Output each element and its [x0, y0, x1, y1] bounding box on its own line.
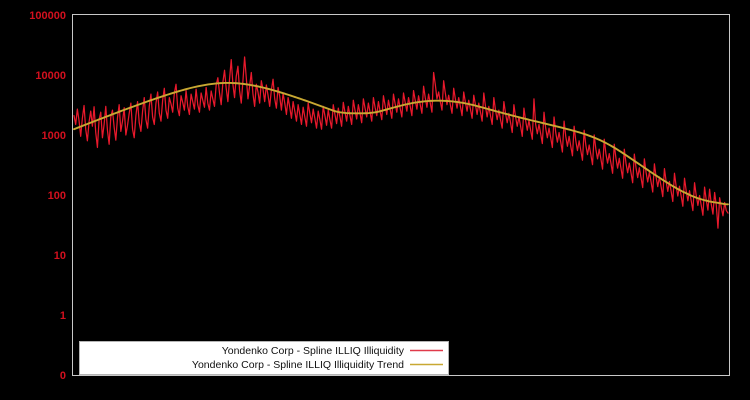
y-axis-tick-10000: 10000: [35, 70, 66, 82]
y-axis-tick-1: 1: [60, 310, 66, 322]
legend-background: [79, 341, 449, 375]
y-axis-tick-10: 10: [54, 250, 66, 262]
data-series-group: [73, 56, 729, 229]
plot-frame-border: [72, 14, 730, 376]
y-axis-tick-1000: 1000: [42, 130, 66, 142]
series-line-illiquidity: [73, 56, 729, 229]
series-line-trend: [73, 81, 729, 206]
chart-legend[interactable]: Yondenko Corp - Spline ILLIQ Illiquidity…: [79, 341, 449, 375]
y-axis-tick-100: 100: [48, 190, 66, 202]
y-axis-tick-100000: 100000: [29, 10, 66, 22]
legend-item-label-series: Yondenko Corp - Spline ILLIQ Illiquidity: [222, 345, 405, 357]
plot-background: [72, 14, 730, 376]
legend-item-label-trend: Yondenko Corp - Spline ILLIQ Illiquidity…: [192, 359, 404, 371]
y-axis-tick-0: 0: [60, 370, 66, 382]
